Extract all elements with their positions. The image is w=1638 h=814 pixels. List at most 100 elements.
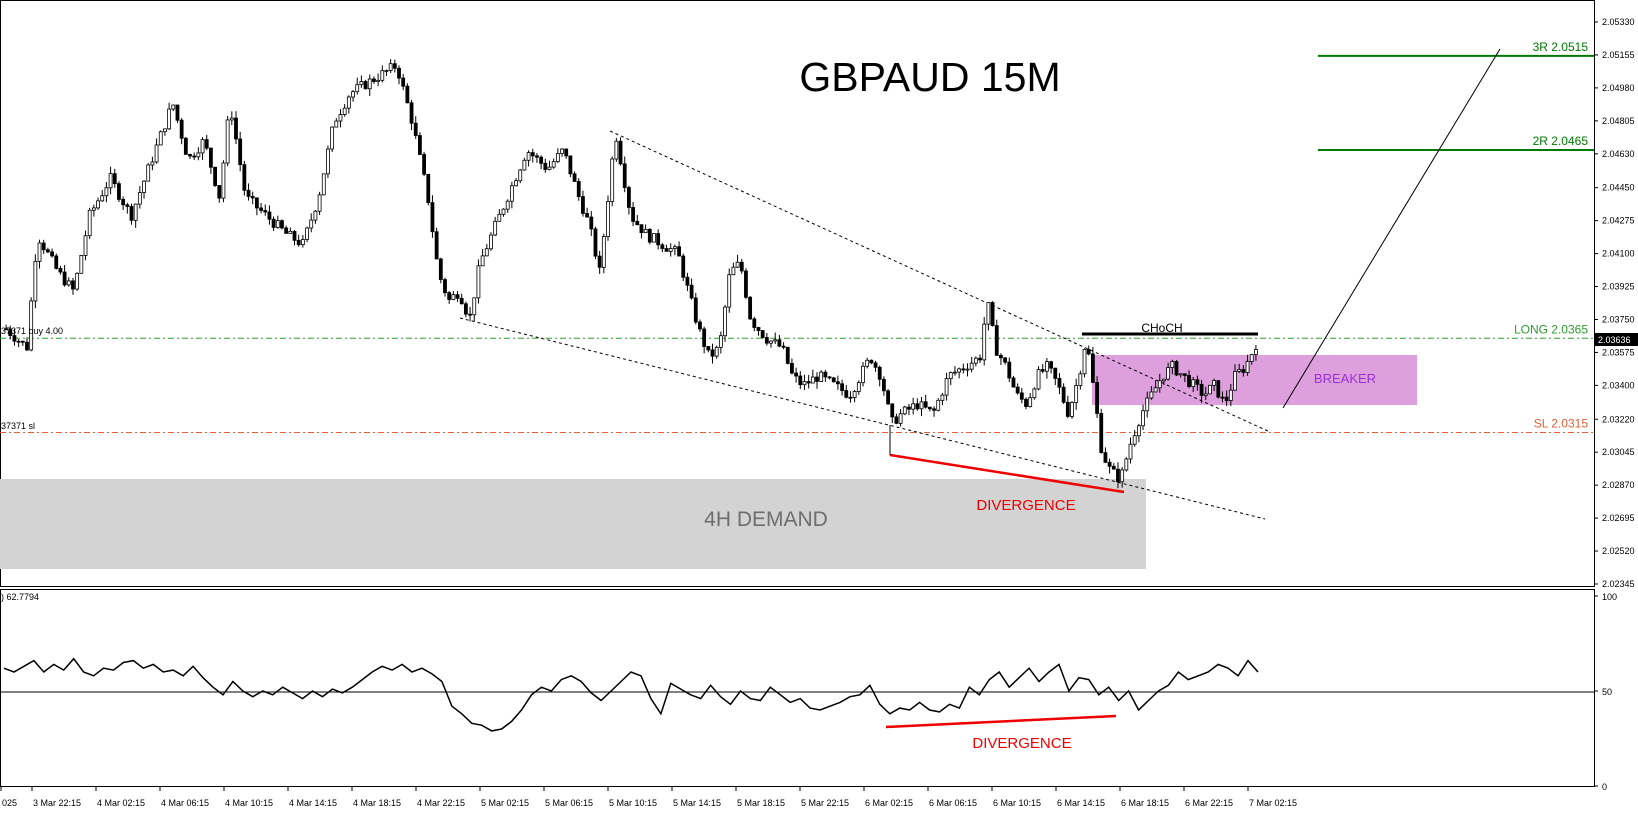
candle-body: [831, 377, 836, 383]
price-tick-label: 2.05155: [1602, 50, 1635, 60]
time-tick-label: 6 Mar 10:15: [993, 798, 1041, 808]
candle-body: [652, 233, 656, 243]
candle-body: [1149, 391, 1154, 399]
candle-body: [338, 114, 343, 122]
candle-body: [45, 249, 50, 253]
candle-body: [614, 140, 619, 160]
candle-body: [321, 173, 326, 196]
candle-body: [213, 166, 217, 186]
candle-body: [785, 346, 790, 364]
candle-body: [25, 341, 29, 351]
candle-body: [677, 246, 681, 257]
price-tick-label: 2.02870: [1602, 480, 1635, 490]
candle-body: [627, 187, 631, 208]
rsi-axis: 100 50 0: [1594, 592, 1617, 792]
candle-body: [330, 126, 335, 150]
candle-body: [1178, 373, 1183, 376]
candle-body: [355, 84, 360, 93]
candle-body: [342, 107, 347, 115]
time-tick-label: 4 Mar 18:15: [353, 798, 401, 808]
candle-body: [706, 346, 711, 351]
price-tick-label: 2.03400: [1602, 380, 1635, 390]
candle-body: [555, 153, 560, 163]
candle-body: [326, 148, 330, 175]
rsi-tick-label: 100: [1602, 592, 1617, 602]
candle-body: [418, 135, 422, 155]
candle-body: [990, 302, 995, 327]
price-tick-label: 2.04100: [1602, 249, 1635, 259]
candle-body: [973, 357, 978, 364]
candle-body: [936, 399, 941, 411]
candle-body: [940, 394, 945, 401]
candle-body: [1045, 361, 1049, 372]
candle-body: [1128, 443, 1133, 460]
candle-body: [8, 328, 13, 336]
candle-body: [961, 368, 966, 371]
candle-body: [167, 108, 172, 130]
candle-body: [275, 220, 280, 228]
candle-body: [777, 339, 782, 347]
candle-body: [622, 163, 627, 188]
candle-body: [121, 198, 126, 206]
long-order-label: 37371 buy 4.00: [1, 326, 63, 336]
candle-body: [907, 406, 911, 410]
candle-body: [798, 375, 803, 386]
candle-body: [33, 260, 38, 302]
candle-body: [760, 330, 765, 338]
candle-body: [497, 213, 502, 222]
price-tick-label: 2.03575: [1602, 347, 1635, 357]
candle-body: [1166, 367, 1171, 380]
candle-body: [363, 81, 368, 90]
candle-body: [179, 119, 184, 139]
candle-body: [827, 376, 832, 379]
candle-body: [200, 139, 205, 154]
candle-body: [37, 242, 42, 262]
candle-body: [881, 378, 886, 392]
candle-body: [915, 403, 920, 410]
candle-body: [108, 173, 113, 189]
demand-zone: [0, 479, 1146, 569]
candle-body: [794, 372, 799, 377]
candle-body: [401, 77, 406, 87]
candle-body: [1028, 397, 1033, 407]
candle-body: [1241, 369, 1246, 373]
candle-body: [209, 147, 213, 168]
candle-body: [150, 161, 155, 166]
candle-body: [484, 248, 489, 257]
candle-body: [1136, 425, 1141, 437]
candle-body: [493, 220, 498, 236]
candle-body: [994, 325, 999, 356]
candle-body: [685, 276, 690, 286]
candle-body: [752, 318, 757, 328]
level-label: SL 2.0315: [1534, 416, 1589, 430]
candle-body: [183, 137, 188, 155]
candle-body: [392, 63, 397, 69]
candle-body: [1245, 361, 1250, 373]
candle-body: [1208, 384, 1212, 395]
candle-body: [589, 216, 594, 230]
candle-body: [196, 152, 201, 158]
candle-body: [238, 138, 243, 166]
candle-body: [1007, 361, 1012, 379]
candle-body: [660, 244, 665, 249]
candle-body: [840, 383, 844, 391]
candle-body: [823, 371, 828, 378]
candle-body: [693, 297, 698, 323]
candle-body: [1249, 354, 1254, 362]
candle-body: [756, 327, 761, 331]
price-tick-label: 2.02345: [1602, 579, 1635, 589]
price-tick-label: 2.04630: [1602, 149, 1635, 159]
candle-body: [468, 313, 472, 316]
candle-body: [618, 140, 623, 165]
candle-body: [702, 328, 707, 347]
candle-body: [1111, 465, 1116, 470]
candle-body: [405, 85, 410, 104]
candle-body: [1132, 435, 1137, 445]
candle-body: [1078, 373, 1083, 386]
candle-body: [346, 96, 351, 109]
candle-body: [647, 228, 652, 243]
candle-body: [606, 201, 610, 237]
candle-body: [1228, 389, 1233, 401]
candle-body: [221, 162, 226, 199]
candle-body: [1095, 382, 1099, 414]
